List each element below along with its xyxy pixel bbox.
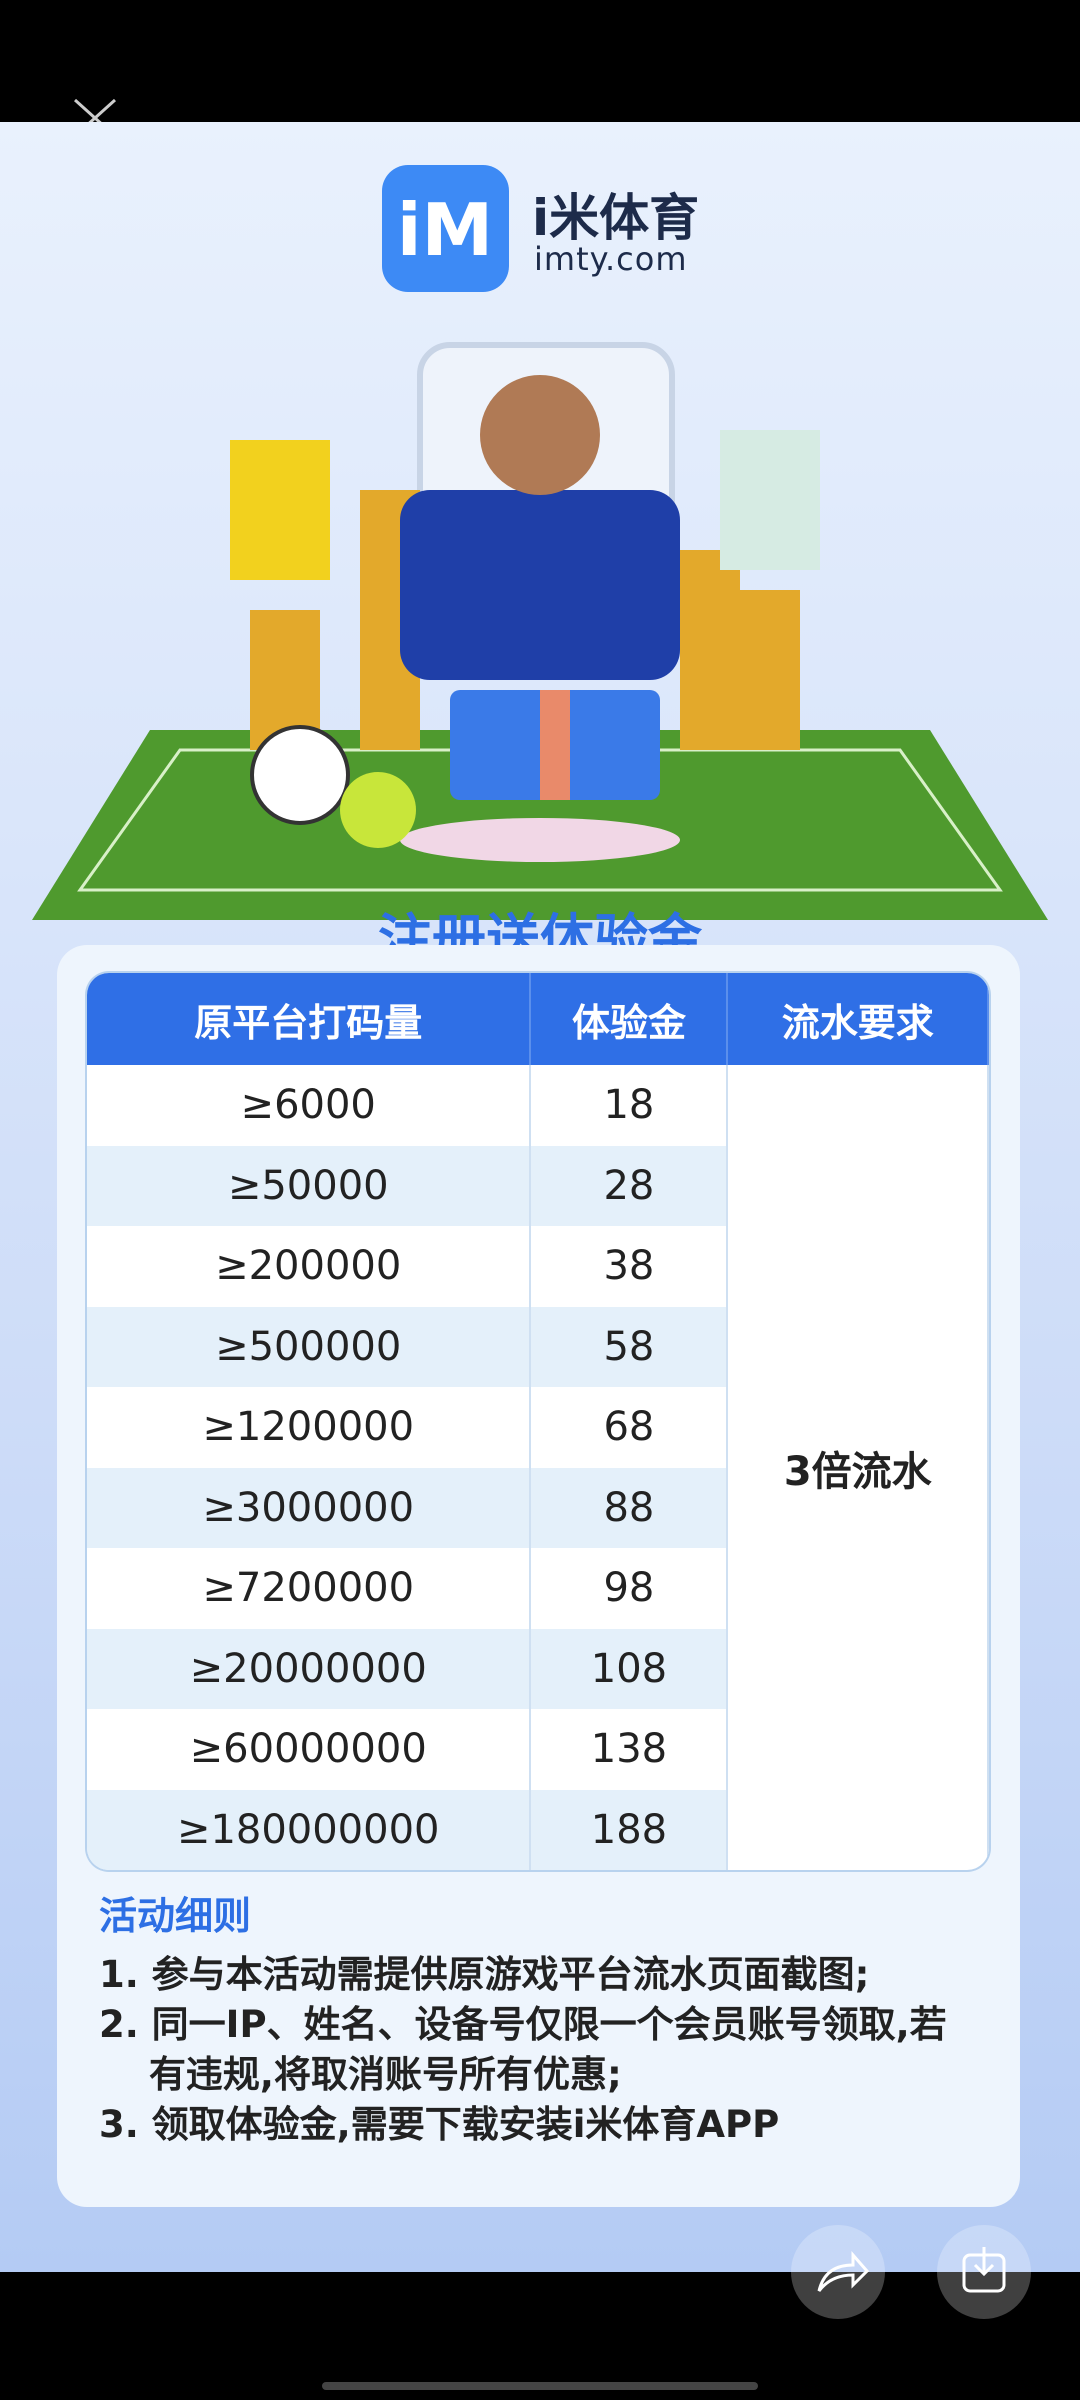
table-cell: 68 bbox=[530, 1387, 729, 1468]
table-row: ≥3000000 88 bbox=[87, 1467, 988, 1548]
svg-text:iM: iM bbox=[397, 188, 493, 272]
rules-list: 1. 参与本活动需提供原游戏平台流水页面截图; 2. 同一IP、姓名、设备号仅限一… bbox=[99, 1950, 959, 2150]
rule-item: 3. 领取体验金,需要下载安装i米体育APP bbox=[99, 2103, 780, 2146]
logo-name: i米体育 bbox=[532, 189, 700, 247]
column-header: 原平台打码量 bbox=[87, 973, 532, 1065]
illustration bbox=[32, 342, 1048, 920]
table-row: ≥500000 58 bbox=[87, 1306, 988, 1387]
table-row: ≥200000 38 bbox=[87, 1226, 988, 1307]
table-row: ≥7200000 98 bbox=[87, 1548, 988, 1629]
table-cell: 98 bbox=[530, 1548, 729, 1629]
table-cell: 88 bbox=[530, 1467, 729, 1548]
table-cell: 28 bbox=[530, 1145, 729, 1226]
rule-item: 1. 参与本活动需提供原游戏平台流水页面截图; bbox=[99, 1953, 870, 1996]
logo-domain: imty.com bbox=[534, 240, 688, 278]
table-row: ≥180000000 188 bbox=[87, 1789, 988, 1870]
table-cell: ≥50000 bbox=[87, 1145, 532, 1226]
table-cell: 188 bbox=[530, 1789, 729, 1870]
table-row: ≥60000000 138 bbox=[87, 1709, 988, 1790]
share-button[interactable] bbox=[791, 2225, 885, 2319]
column-header: 体验金 bbox=[530, 973, 729, 1065]
logo-icon: iM bbox=[382, 165, 509, 292]
column-header: 流水要求 bbox=[727, 973, 989, 1065]
table-cell: ≥6000 bbox=[87, 1065, 532, 1146]
table-cell: 58 bbox=[530, 1306, 729, 1387]
table-cell: 38 bbox=[530, 1226, 729, 1307]
rules-title: 活动细则 bbox=[99, 1894, 252, 1938]
rule-item: 2. 同一IP、姓名、设备号仅限一个会员账号领取,若有违规,将取消账号所有优惠; bbox=[99, 2003, 947, 2096]
table-row: ≥6000 18 3倍流水 bbox=[87, 1065, 989, 1870]
table-cell: 138 bbox=[530, 1709, 729, 1790]
requirement-cell: 3倍流水 bbox=[727, 1065, 989, 1870]
table-cell: ≥20000000 bbox=[87, 1628, 532, 1709]
table-cell: ≥180000000 bbox=[87, 1789, 532, 1870]
table-cell: ≥500000 bbox=[87, 1306, 532, 1387]
table-cell: 18 bbox=[530, 1065, 729, 1146]
table-cell: ≥60000000 bbox=[87, 1709, 532, 1790]
table-cell: ≥7200000 bbox=[87, 1548, 532, 1629]
table-row: ≥1200000 68 bbox=[87, 1387, 988, 1468]
table-cell: ≥1200000 bbox=[87, 1387, 532, 1468]
table-row: ≥50000 28 bbox=[87, 1145, 988, 1226]
home-indicator bbox=[322, 2382, 758, 2390]
table-row: ≥20000000 108 bbox=[87, 1628, 988, 1709]
bonus-table: 原平台打码量 体验金 流水要求 ≥6000 18 3倍流水 ≥50000 28 ≥200000 3… bbox=[87, 973, 989, 1870]
table-cell: ≥3000000 bbox=[87, 1467, 532, 1548]
table-cell: 108 bbox=[530, 1628, 729, 1709]
save-button[interactable] bbox=[937, 2225, 1031, 2319]
table-cell: ≥200000 bbox=[87, 1226, 532, 1307]
